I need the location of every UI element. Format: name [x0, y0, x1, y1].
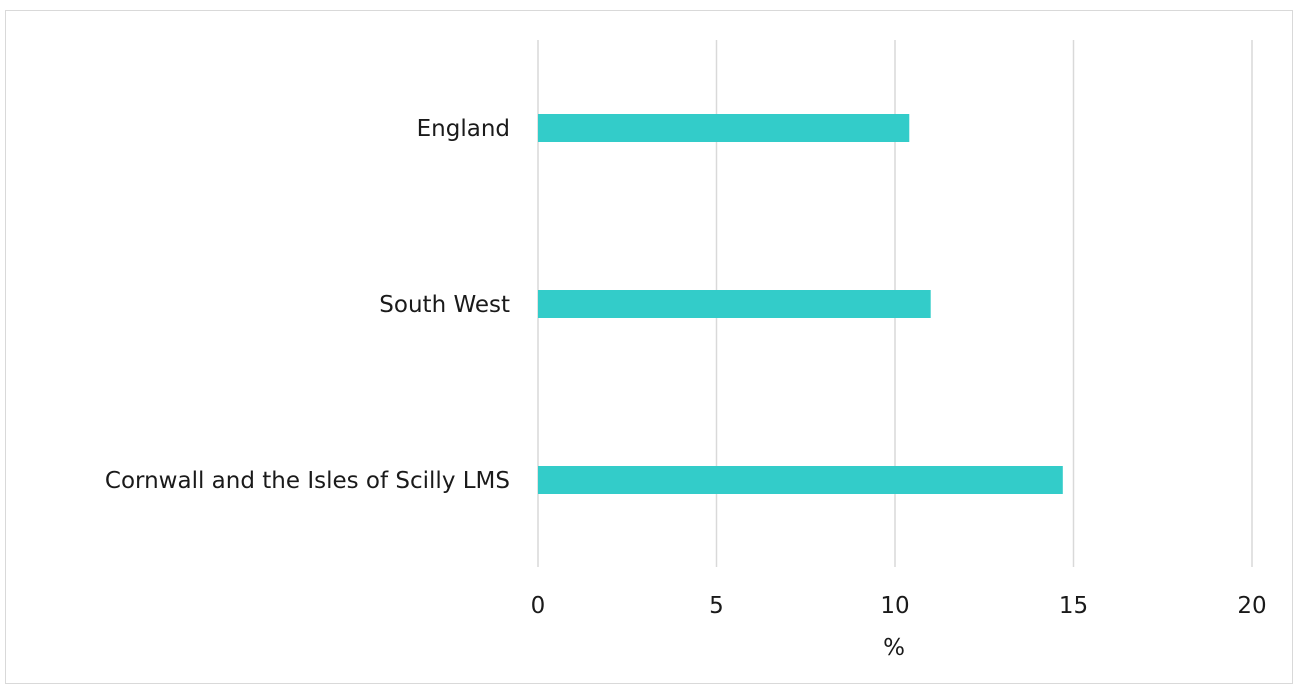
bar-england: [538, 114, 910, 142]
bar-south-west: [538, 290, 931, 318]
x-tick-labels: 0 5 10 15 20: [531, 593, 1267, 619]
x-tick-label-0: 0: [531, 593, 546, 619]
x-tick-label-15: 15: [1059, 593, 1088, 619]
bar-cornwall-and-the-isles-of-scilly-lms: [538, 466, 1063, 494]
category-label-england: England: [417, 116, 510, 142]
bars: [538, 114, 1063, 494]
x-axis-title: %: [883, 635, 905, 661]
x-tick-label-10: 10: [880, 593, 909, 619]
x-tick-label-20: 20: [1237, 593, 1266, 619]
x-tick-label-5: 5: [709, 593, 724, 619]
category-label-cornwall-and-the-isles-of-scilly-lms: Cornwall and the Isles of Scilly LMS: [105, 468, 510, 494]
category-label-south-west: South West: [379, 292, 510, 318]
category-labels: England South West Cornwall and the Isles …: [105, 116, 510, 494]
